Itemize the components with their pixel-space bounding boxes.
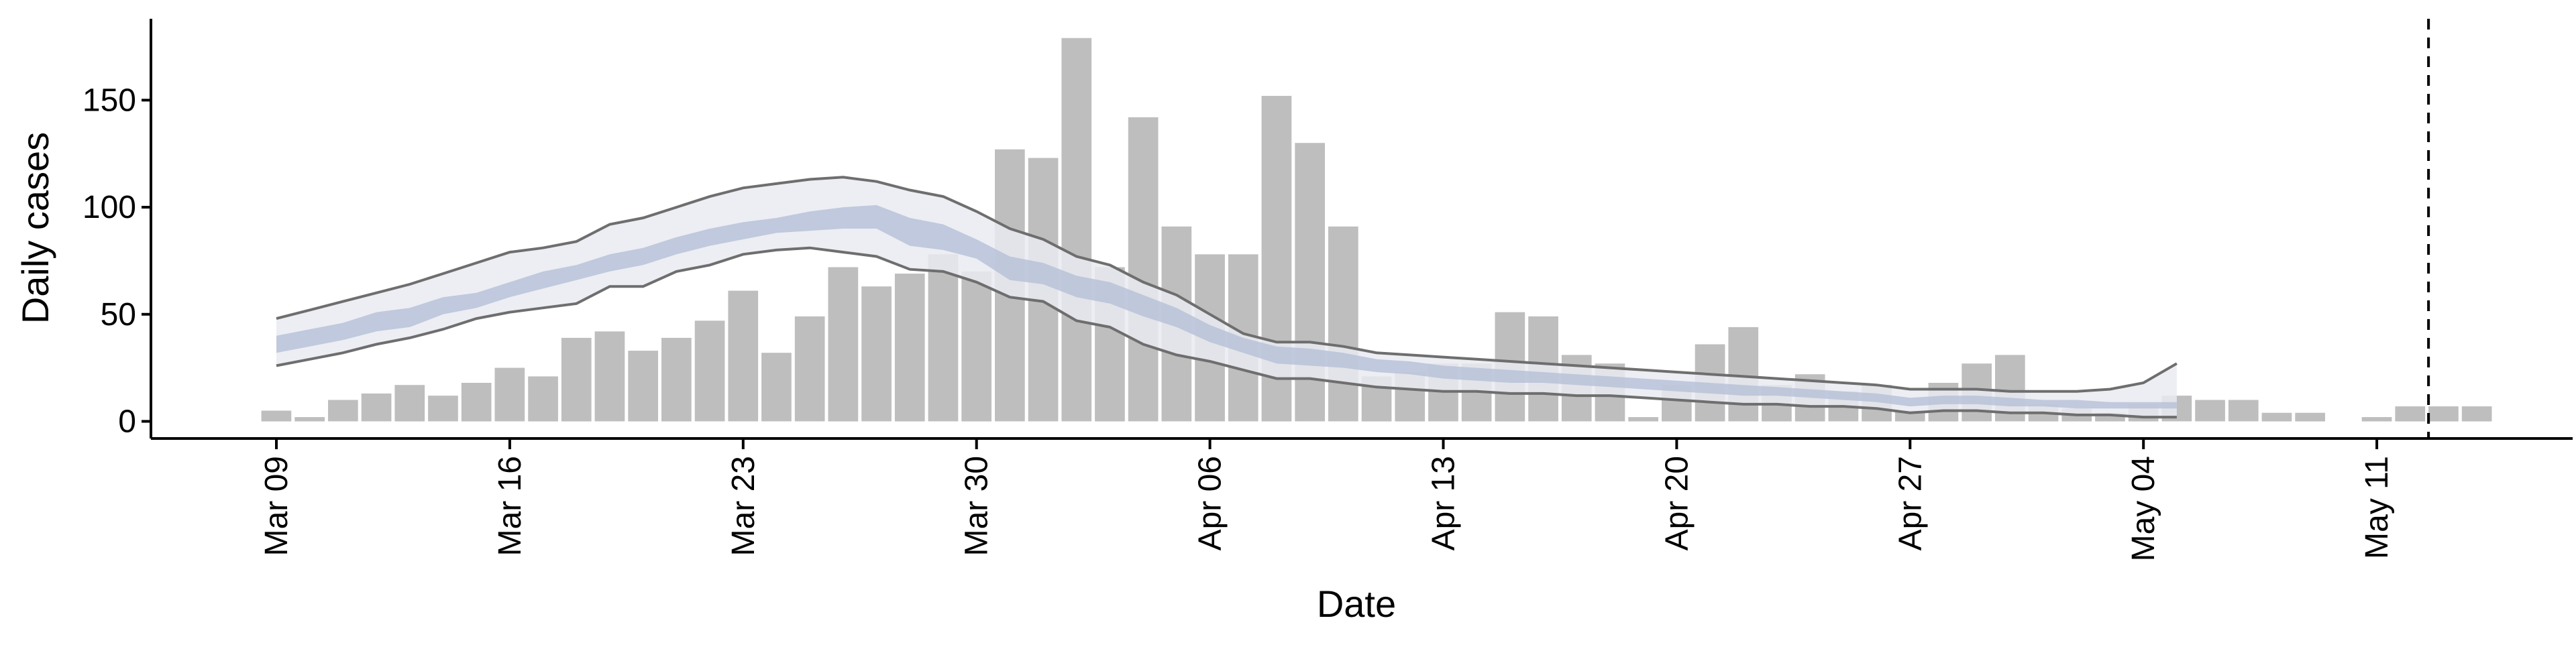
bands-layer [276, 176, 2178, 419]
y-tick-label-100: 100 [83, 190, 136, 225]
x-tick-label-mar-23: Mar 23 [726, 456, 761, 556]
y-axis-title: Daily cases [14, 132, 56, 324]
axes-layer: 0 50 100 150 Mar 09 Mar 16 Mar 23 Mar 30 Apr 06 A… [83, 19, 2573, 561]
x-tick-label-apr-13: Apr 13 [1426, 456, 1462, 550]
x-tick-label-apr-27: Apr 27 [1892, 456, 1928, 550]
bar-mar-24 [761, 353, 792, 422]
bar-mar-18 [561, 337, 592, 422]
bar-mar-28 [894, 274, 925, 422]
bar-may-11 [2361, 417, 2392, 422]
bar-mar-25 [794, 316, 825, 422]
x-tick-label-mar-30: Mar 30 [959, 456, 995, 556]
x-axis-title: Date [1317, 583, 1396, 625]
y-tick-label-50: 50 [101, 297, 136, 333]
bar-may-13 [2428, 406, 2459, 422]
bar-mar-16 [494, 367, 525, 422]
y-tick-label-0: 0 [118, 404, 136, 439]
bar-mar-17 [528, 376, 558, 422]
bar-mar-19 [594, 331, 625, 422]
bar-apr-10 [1328, 226, 1358, 422]
bar-mar-15 [461, 383, 492, 422]
bar-may-14 [2461, 406, 2492, 422]
bar-mar-14 [428, 396, 458, 422]
y-tick-label-150: 150 [83, 82, 136, 118]
x-tick-label-may-04: May 04 [2126, 456, 2161, 561]
x-tick-label-may-11: May 11 [2359, 456, 2395, 559]
bar-mar-10 [294, 417, 325, 422]
bar-may-09 [2295, 412, 2325, 422]
bar-mar-13 [394, 385, 425, 422]
bar-mar-29 [928, 254, 959, 422]
bar-mar-11 [328, 400, 358, 422]
bar-may-12 [2395, 406, 2426, 422]
bar-mar-22 [694, 320, 725, 422]
bar-may-08 [2261, 412, 2292, 422]
bar-mar-23 [728, 290, 759, 422]
x-tick-label-apr-06: Apr 06 [1193, 456, 1228, 550]
outer-band-lower-line [276, 246, 2177, 419]
bar-may-07 [2228, 400, 2259, 422]
x-tick-label-apr-20: Apr 20 [1659, 456, 1695, 550]
bar-apr-22 [1728, 327, 1759, 422]
bar-apr-19 [1628, 417, 1658, 422]
bar-mar-12 [361, 393, 392, 422]
x-tick-label-mar-16: Mar 16 [492, 456, 528, 556]
bar-mar-21 [661, 337, 692, 422]
x-tick-label-mar-09: Mar 09 [259, 456, 294, 556]
bar-mar-26 [828, 267, 859, 422]
bar-mar-27 [861, 286, 892, 422]
bar-may-06 [2195, 400, 2225, 422]
bar-mar-09 [261, 410, 292, 422]
bar-apr-04 [1128, 117, 1159, 422]
bar-mar-30 [961, 271, 991, 422]
bar-mar-20 [628, 351, 658, 422]
outer-band-upper-line [276, 176, 2178, 393]
bar-apr-02 [1061, 38, 1092, 422]
